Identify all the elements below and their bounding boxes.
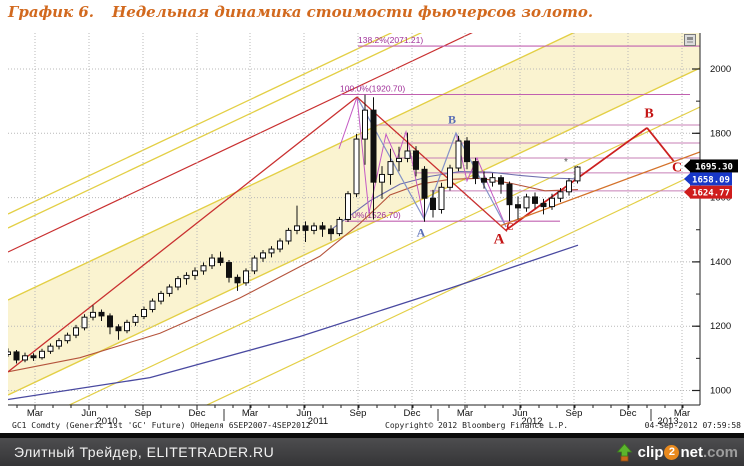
fib-label: 100.0%(1920.70) bbox=[340, 83, 405, 93]
fib-layer: 138.2%(2071.21) 100.0%(1920.70) 0.0%(1526.… bbox=[340, 35, 700, 222]
x-axis-month: Jun bbox=[296, 408, 311, 419]
price-tag: 1695.30 bbox=[684, 159, 738, 173]
x-axis-month: Dec bbox=[620, 408, 637, 419]
chart-title: График 6. Недельная динамика стоимости фь… bbox=[8, 3, 593, 21]
grid-layer bbox=[8, 33, 700, 405]
x-axis-month: Dec bbox=[404, 408, 421, 419]
fib-label: 138.2%(2071.21) bbox=[358, 35, 423, 45]
price-tag: 1624.77 bbox=[684, 185, 732, 199]
elliott-label: A bbox=[417, 225, 426, 239]
timestamp-text: 04-Sep-2012 07:59:58 bbox=[645, 421, 742, 430]
instrument-description: GC1 Comdty (Generic 1st 'GC' Future) ОНе… bbox=[12, 421, 311, 430]
elliott-label: A bbox=[494, 231, 505, 247]
x-axis-month: Mar bbox=[457, 408, 473, 419]
price-chart-svg: 138.2%(2071.21) 100.0%(1920.70) 0.0%(1526.… bbox=[8, 33, 741, 430]
meta-layer: GC1 Comdty (Generic 1st 'GC' Future) ОНе… bbox=[12, 421, 741, 430]
trend-layer bbox=[8, 96, 700, 373]
y-axis-label: 1800 bbox=[710, 128, 731, 139]
footer-site-label: Элитный Трейдер, ELITETRADER.RU bbox=[14, 444, 275, 460]
price-tag: 1658.09 bbox=[684, 172, 732, 186]
clip2net-word2: net bbox=[680, 443, 703, 461]
x-axis-month: Sep bbox=[350, 408, 367, 419]
footer-divider bbox=[0, 433, 744, 438]
x-axis-month: Mar bbox=[674, 408, 690, 419]
svg-text:1658.09: 1658.09 bbox=[692, 175, 730, 185]
upload-arrow-icon bbox=[616, 442, 633, 461]
ma-blue-long bbox=[8, 244, 579, 401]
clip2net-logo[interactable]: clip 2 net .com bbox=[616, 438, 738, 466]
clip2net-digit: 2 bbox=[664, 444, 680, 460]
x-axis-month: Mar bbox=[27, 408, 43, 419]
x-axis-month: Sep bbox=[566, 408, 583, 419]
elliott-label: B bbox=[644, 106, 653, 121]
x-axis-month: Dec bbox=[189, 408, 206, 419]
x-axis-year: 2012 bbox=[521, 416, 542, 427]
elliott-label: B bbox=[448, 112, 456, 126]
y-axis-label: 1400 bbox=[710, 257, 731, 268]
y-axis-label: 2000 bbox=[710, 64, 731, 75]
x-axis-month: Jun bbox=[81, 408, 96, 419]
fib-label: 0.0%(1526.70) bbox=[345, 210, 401, 220]
svg-text:1695.30: 1695.30 bbox=[695, 162, 733, 172]
clip2net-tld: .com bbox=[702, 443, 738, 461]
copyright-text: Copyright© 2012 Bloomberg Finance L.P. bbox=[385, 421, 568, 430]
figure-label: График 6. bbox=[8, 3, 95, 21]
x-axis-month: Sep bbox=[135, 408, 152, 419]
x-axis-year: 2010 bbox=[96, 416, 117, 427]
svg-text:1624.77: 1624.77 bbox=[692, 189, 730, 199]
x-axis-year: 2011 bbox=[308, 416, 328, 427]
chart-options-icon[interactable] bbox=[684, 34, 696, 46]
title-text: Недельная динамика стоимости фьючерсов з… bbox=[112, 3, 594, 21]
footer-bar: Элитный Трейдер, ELITETRADER.RU clip 2 net… bbox=[0, 438, 744, 466]
x-axis-year: 2013 bbox=[657, 416, 678, 427]
clip2net-word1: clip bbox=[637, 443, 664, 461]
tags-layer: 1695.30 1658.09 1624.77 bbox=[684, 159, 738, 199]
x-axis-month: Jun bbox=[512, 408, 527, 419]
chart-annotation: * bbox=[564, 157, 568, 168]
elliott-label: C bbox=[672, 160, 682, 175]
channel-layer bbox=[8, 33, 700, 405]
ma-violet bbox=[329, 171, 579, 231]
x-axis-month: Mar bbox=[242, 408, 258, 419]
elliott-label: C bbox=[506, 222, 513, 233]
candles-layer bbox=[8, 94, 581, 364]
y-axis-label: 1200 bbox=[710, 321, 731, 332]
y-axis-label: 1000 bbox=[710, 386, 731, 397]
